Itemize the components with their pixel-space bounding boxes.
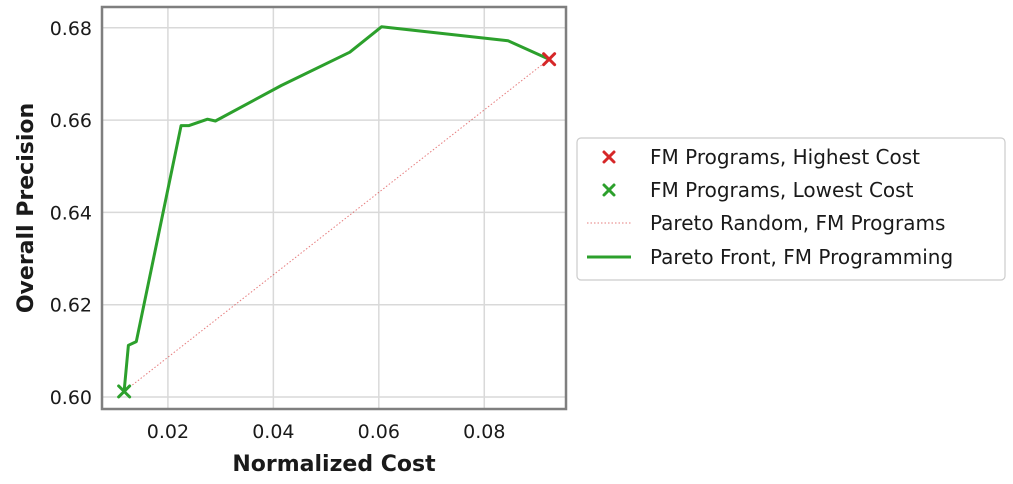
legend: FM Programs, Highest Cost FM Programs, L…: [576, 137, 1006, 281]
y-tick-label: 0.66: [50, 110, 92, 132]
x-tick-label: 0.06: [358, 421, 400, 443]
x-tick-label: 0.08: [463, 421, 505, 443]
x-tick-label: 0.02: [147, 421, 189, 443]
legend-box: [576, 137, 1006, 281]
highest-cost-marker: [542, 52, 557, 67]
pareto-front-line: [122, 25, 550, 392]
legend-label-pareto-front: Pareto Front, FM Programming: [650, 245, 953, 269]
legend-item-lowest-cost: FM Programs, Lowest Cost: [602, 178, 914, 202]
y-tick-label: 0.62: [50, 295, 92, 317]
legend-item-pareto-front: Pareto Front, FM Programming: [587, 245, 953, 269]
legend-marker-green-x: [602, 183, 616, 197]
legend-item-pareto-random: Pareto Random, FM Programs: [587, 211, 945, 235]
legend-label-highest-cost: FM Programs, Highest Cost: [650, 145, 920, 169]
legend-label-pareto-random: Pareto Random, FM Programs: [650, 211, 945, 235]
y-tick-label: 0.68: [50, 18, 92, 40]
plot-frame: [100, 5, 568, 411]
legend-label-lowest-cost: FM Programs, Lowest Cost: [650, 178, 914, 202]
pareto-random-line: [123, 58, 550, 392]
y-tick-labels: 0.60 0.62 0.64 0.66 0.68: [50, 18, 92, 409]
legend-marker-red-x: [602, 150, 616, 164]
x-tick-label: 0.04: [252, 421, 294, 443]
y-axis-label: Overall Precision: [14, 103, 39, 313]
legend-item-highest-cost: FM Programs, Highest Cost: [602, 145, 920, 169]
y-tick-label: 0.60: [50, 387, 92, 409]
lowest-cost-marker: [117, 384, 132, 399]
y-tick-label: 0.64: [50, 202, 92, 224]
x-tick-labels: 0.02 0.04 0.06 0.08: [147, 421, 506, 443]
x-axis-label: Normalized Cost: [232, 452, 436, 477]
plot-series: [117, 25, 557, 399]
grid: [102, 7, 566, 409]
